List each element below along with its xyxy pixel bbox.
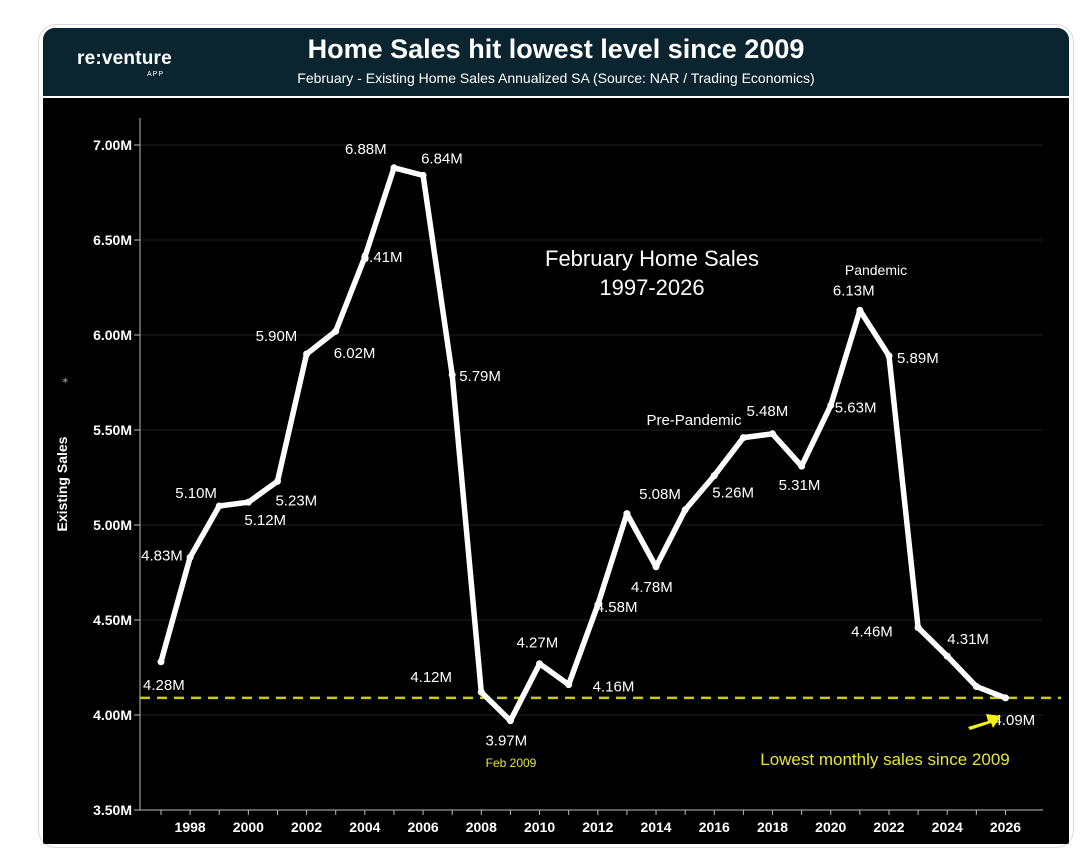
x-tick-label: 2014 xyxy=(640,819,671,835)
data-label: 6.84M xyxy=(421,150,463,167)
inner-chart-subtitle: 1997-2026 xyxy=(599,275,704,300)
data-point xyxy=(303,350,311,358)
data-point xyxy=(536,660,544,668)
data-point xyxy=(798,462,806,470)
data-label: 4.16M xyxy=(593,679,635,696)
data-point xyxy=(390,164,398,172)
y-tick-label: 7.00M xyxy=(93,137,132,153)
data-point xyxy=(681,506,689,514)
data-point xyxy=(652,563,660,571)
data-point xyxy=(739,434,747,442)
data-label: 4.09M xyxy=(993,712,1035,729)
data-point xyxy=(972,683,980,690)
x-tick-label: 2006 xyxy=(408,819,439,835)
data-point xyxy=(244,498,252,506)
annotation-feb-2009: Feb 2009 xyxy=(486,756,537,770)
data-point xyxy=(710,472,718,480)
data-point xyxy=(215,502,223,510)
y-axis-label: Existing Sales xyxy=(54,436,70,531)
y-tick-label: 4.50M xyxy=(93,612,132,628)
data-point xyxy=(506,717,514,725)
data-label: 5.26M xyxy=(712,485,754,502)
x-tick-label: 2004 xyxy=(349,819,380,835)
chart-frame: re:venture APP Home Sales hit lowest lev… xyxy=(43,28,1069,844)
data-point xyxy=(943,652,951,660)
data-point xyxy=(1001,694,1009,702)
data-point xyxy=(623,510,631,518)
annotation-lowest-note: Lowest monthly sales since 2009 xyxy=(760,750,1009,769)
y-tick-label: 5.00M xyxy=(93,517,132,533)
line-chart: 3.50M 4.00M 4.50M 5.00M 5.50M 6.00M 6.50M 7.00M… xyxy=(54,118,1061,835)
series-line xyxy=(158,165,1009,724)
data-point xyxy=(419,171,427,179)
data-point xyxy=(885,352,893,360)
x-tick-label: 2016 xyxy=(699,819,730,835)
data-label: 4.83M xyxy=(141,547,183,564)
chart-main-title: Home Sales hit lowest level since 2009 xyxy=(307,34,805,64)
data-point xyxy=(769,430,777,438)
data-label: 5.08M xyxy=(639,486,681,503)
x-tick-label: 2000 xyxy=(233,819,264,835)
y-tick-label: 4.00M xyxy=(93,707,132,723)
data-label: 5.90M xyxy=(256,328,298,345)
data-label: 6.41M xyxy=(361,249,403,266)
data-label: 4.78M xyxy=(631,579,673,596)
data-label: 5.12M xyxy=(244,512,286,529)
data-point xyxy=(448,371,456,379)
x-tick-label: 2024 xyxy=(932,819,963,835)
x-tick-label: 2026 xyxy=(990,819,1021,835)
arrow-icon xyxy=(968,714,1001,730)
logo-subtext: APP xyxy=(147,71,165,78)
data-label: 5.79M xyxy=(459,368,501,385)
data-point xyxy=(273,477,281,485)
x-tick-label: 2008 xyxy=(466,819,497,835)
y-tick-label: 6.00M xyxy=(93,327,132,343)
data-label: 6.02M xyxy=(334,345,376,362)
data-label: 5.89M xyxy=(897,350,939,367)
x-tick-label: 1998 xyxy=(175,819,206,835)
data-label: 5.10M xyxy=(175,485,217,502)
data-label: 4.28M xyxy=(143,677,185,694)
y-tick-label: 6.50M xyxy=(93,232,132,248)
annotation-pandemic: Pandemic xyxy=(845,262,907,278)
data-label: 4.58M xyxy=(596,599,638,616)
data-point xyxy=(186,553,194,561)
pin-icon: ✶ xyxy=(61,376,69,387)
data-point xyxy=(477,688,485,696)
data-label: 4.46M xyxy=(851,624,893,641)
y-tick-label: 3.50M xyxy=(93,802,132,818)
data-label: 5.31M xyxy=(779,477,821,494)
x-tick-label: 2002 xyxy=(291,819,322,835)
data-point xyxy=(827,401,835,409)
data-point xyxy=(332,327,340,335)
chart-source-subtitle: February - Existing Home Sales Annualize… xyxy=(297,70,815,86)
x-tick-label: 2010 xyxy=(524,819,555,835)
data-label: 6.13M xyxy=(833,282,875,299)
x-tick-label: 2022 xyxy=(873,819,904,835)
reventure-logo: re:venture xyxy=(77,48,172,69)
x-tick-label: 2020 xyxy=(815,819,846,835)
y-tick-label: 5.50M xyxy=(93,422,132,438)
x-tick-label: 2018 xyxy=(757,819,788,835)
data-label: 4.31M xyxy=(947,631,989,648)
data-point xyxy=(157,658,165,666)
chart-header: re:venture APP Home Sales hit lowest lev… xyxy=(43,28,1069,98)
data-point xyxy=(594,601,602,609)
data-label: 6.88M xyxy=(345,141,387,158)
data-label: 4.27M xyxy=(517,635,559,652)
data-label: 5.63M xyxy=(835,399,877,416)
data-point xyxy=(856,306,864,314)
data-label: 4.12M xyxy=(410,669,452,686)
data-label: 5.48M xyxy=(747,403,789,420)
data-point xyxy=(565,681,573,689)
data-point xyxy=(361,253,369,261)
inner-chart-title: February Home Sales xyxy=(545,246,759,271)
x-tick-label: 2012 xyxy=(582,819,613,835)
data-label: 3.97M xyxy=(485,733,527,750)
data-label: 5.23M xyxy=(275,492,317,509)
data-point xyxy=(914,624,922,632)
annotation-pre-pandemic: Pre-Pandemic xyxy=(646,412,742,429)
